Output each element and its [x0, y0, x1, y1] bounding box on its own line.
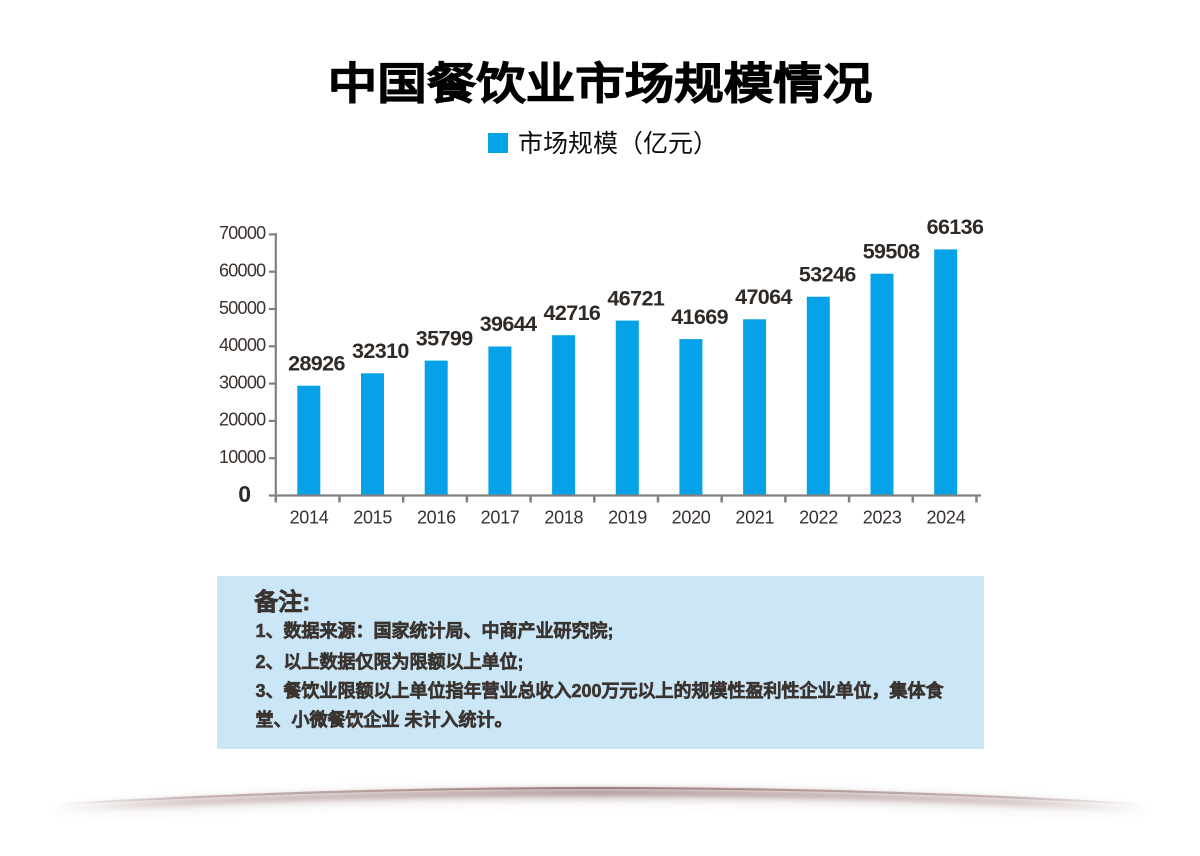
- svg-text:42716: 42716: [544, 301, 601, 325]
- svg-text:32310: 32310: [352, 339, 409, 363]
- svg-text:40000: 40000: [219, 335, 266, 355]
- svg-text:47064: 47064: [735, 285, 792, 309]
- svg-text:2021: 2021: [735, 507, 774, 527]
- svg-text:59508: 59508: [863, 239, 920, 263]
- svg-text:2015: 2015: [353, 507, 392, 527]
- svg-text:10000: 10000: [219, 447, 266, 467]
- svg-text:35799: 35799: [416, 326, 473, 350]
- svg-text:30000: 30000: [219, 372, 266, 392]
- svg-text:2024: 2024: [926, 507, 965, 527]
- svg-text:28926: 28926: [288, 351, 345, 375]
- svg-text:66136: 66136: [927, 215, 984, 239]
- svg-text:20000: 20000: [219, 410, 266, 430]
- svg-text:0: 0: [238, 481, 251, 507]
- svg-text:2020: 2020: [672, 507, 711, 527]
- svg-text:39644: 39644: [480, 312, 537, 336]
- svg-text:46721: 46721: [607, 286, 664, 310]
- svg-text:70000: 70000: [219, 223, 266, 243]
- svg-text:2019: 2019: [608, 507, 647, 527]
- svg-text:50000: 50000: [219, 298, 266, 318]
- svg-text:2016: 2016: [417, 507, 456, 527]
- svg-text:60000: 60000: [219, 261, 266, 281]
- svg-text:2023: 2023: [863, 507, 902, 527]
- svg-text:41669: 41669: [671, 305, 728, 329]
- svg-text:2022: 2022: [799, 507, 838, 527]
- svg-text:2017: 2017: [481, 507, 520, 527]
- svg-text:2014: 2014: [290, 507, 329, 527]
- svg-text:53246: 53246: [799, 262, 856, 286]
- svg-text:2018: 2018: [544, 507, 583, 527]
